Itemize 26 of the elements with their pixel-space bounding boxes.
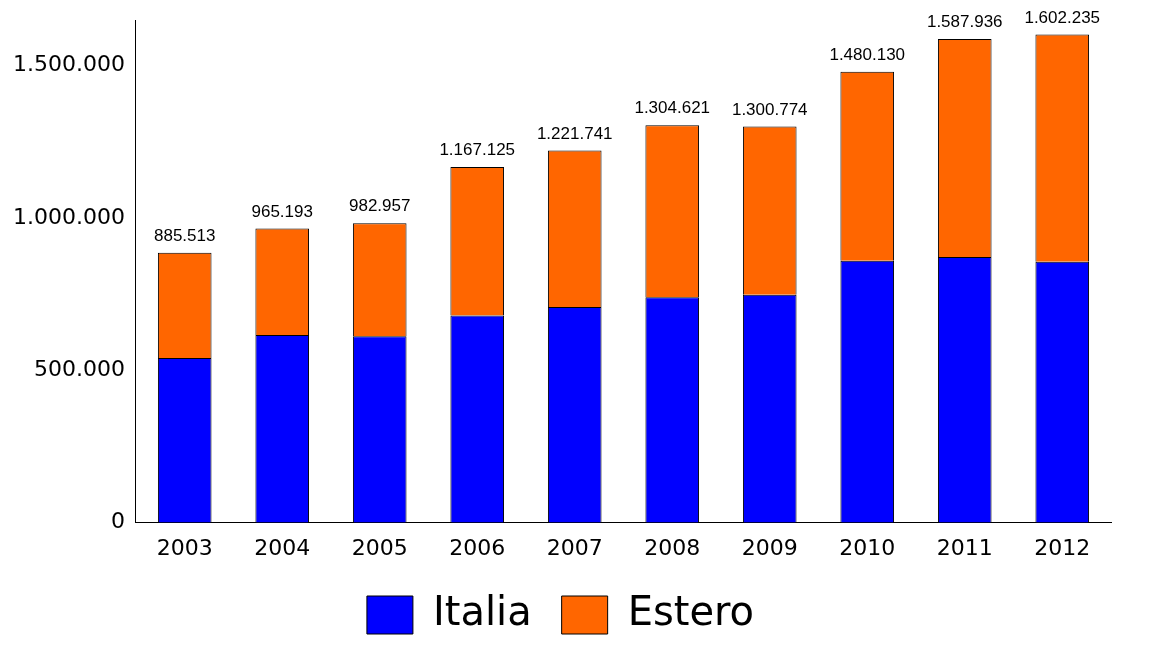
legend-label: Italia	[432, 588, 532, 635]
y-tick-label: 1.500.000	[13, 51, 125, 77]
total-label: 1.167.125	[439, 140, 516, 160]
legend-label: Estero	[627, 588, 755, 635]
total-label: 1.480.130	[829, 44, 906, 64]
x-tick-label: 2010	[839, 534, 896, 560]
total-label: 982.957	[349, 196, 411, 216]
total-label: 885.513	[153, 226, 216, 246]
y-tick-label: 0	[110, 508, 125, 534]
x-tick-label: 2012	[1034, 534, 1091, 560]
x-tick-label: 2003	[156, 534, 213, 560]
y-tick-label: 500.000	[33, 356, 125, 382]
x-tick-label: 2006	[449, 534, 506, 560]
x-tick-label: 2007	[546, 534, 603, 560]
total-label: 1.300.774	[731, 99, 808, 119]
y-tick-label: 1.000.000	[13, 203, 125, 229]
total-label: 1.304.621	[634, 98, 711, 118]
total-label: 1.221.741	[536, 123, 613, 143]
x-tick-label: 2005	[351, 534, 408, 560]
x-tick-label: 2011	[936, 534, 993, 560]
total-label: 965.193	[251, 201, 313, 221]
x-tick-label: 2009	[741, 534, 798, 560]
total-label: 1.587.936	[926, 12, 1003, 32]
x-tick-label: 2008	[644, 534, 701, 560]
total-label: 1.602.235	[1024, 7, 1101, 27]
x-tick-label: 2004	[254, 534, 311, 560]
